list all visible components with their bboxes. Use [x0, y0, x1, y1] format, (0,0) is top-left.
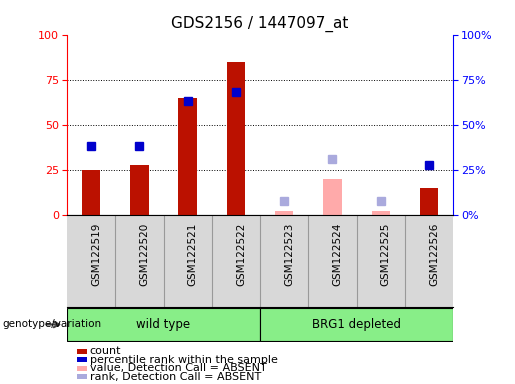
- Bar: [275, 212, 294, 215]
- Bar: [179, 98, 197, 215]
- Bar: [372, 212, 390, 215]
- Text: GSM122526: GSM122526: [429, 222, 439, 286]
- Text: rank, Detection Call = ABSENT: rank, Detection Call = ABSENT: [90, 372, 261, 382]
- Text: GSM122524: GSM122524: [333, 222, 342, 286]
- FancyBboxPatch shape: [260, 308, 453, 341]
- Bar: [227, 62, 245, 215]
- Bar: [130, 164, 148, 215]
- Text: GSM122521: GSM122521: [187, 222, 198, 286]
- Text: wild type: wild type: [136, 318, 191, 331]
- Text: GSM122522: GSM122522: [236, 222, 246, 286]
- Text: GSM122525: GSM122525: [381, 222, 391, 286]
- Text: value, Detection Call = ABSENT: value, Detection Call = ABSENT: [90, 363, 266, 373]
- Text: GSM122519: GSM122519: [91, 222, 101, 286]
- Bar: [420, 188, 438, 215]
- Bar: [323, 179, 341, 215]
- Text: genotype/variation: genotype/variation: [3, 319, 101, 329]
- Text: count: count: [90, 346, 121, 356]
- Text: GSM122520: GSM122520: [140, 222, 149, 286]
- Title: GDS2156 / 1447097_at: GDS2156 / 1447097_at: [171, 16, 349, 32]
- FancyBboxPatch shape: [67, 308, 260, 341]
- Text: GSM122523: GSM122523: [284, 222, 294, 286]
- Text: percentile rank within the sample: percentile rank within the sample: [90, 355, 278, 365]
- Text: BRG1 depleted: BRG1 depleted: [312, 318, 401, 331]
- Bar: [82, 170, 100, 215]
